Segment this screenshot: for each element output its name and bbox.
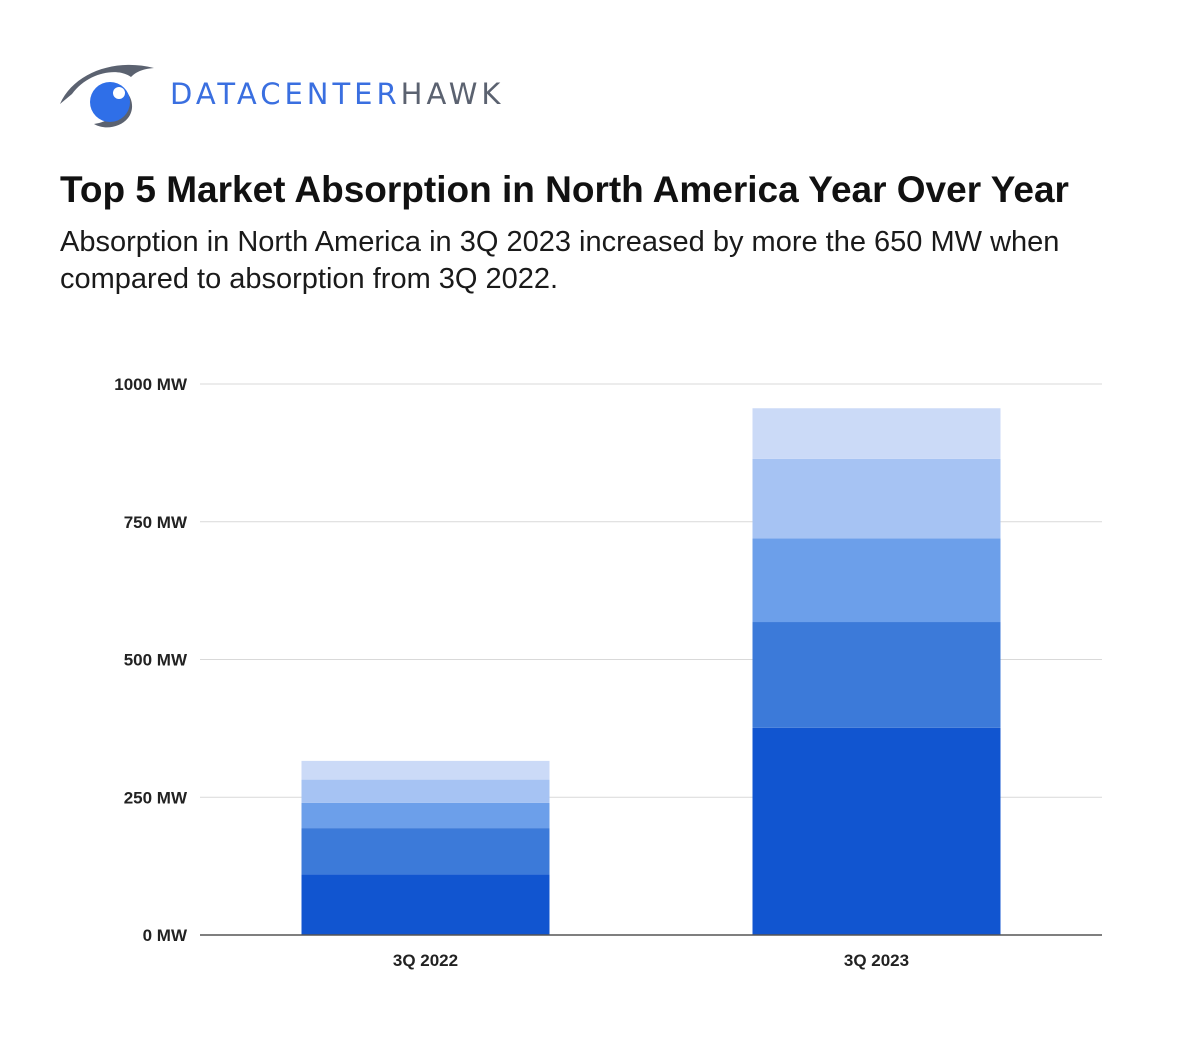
brand-name-part2: HAWK [400,76,505,111]
bar-segment [301,779,550,803]
bar-segment [752,458,1001,539]
hawk-eye-icon [60,64,154,128]
y-tick-label: 0 MW [143,926,188,945]
chart-title: Top 5 Market Absorption in North America… [60,169,1069,210]
chart-subtitle: Absorption in North America in 3Q 2023 i… [60,226,1060,295]
y-tick-label: 750 MW [124,513,188,532]
x-tick-label: 3Q 2023 [844,951,909,970]
y-tick-label: 250 MW [124,788,188,807]
bar-segment [752,538,1001,623]
brand-name-part1: DATACENTER [170,76,401,111]
bar-segment [752,408,1001,459]
bar-segment [752,622,1001,728]
brand-logo: DATACENTERHAWK [58,58,504,130]
bar-segment [752,727,1001,935]
bar-segment [301,760,550,780]
y-tick-label: 1000 MW [114,375,188,394]
bar-segment [301,828,550,875]
bar-segment [301,874,550,935]
brand-name: DATACENTERHAWK [170,76,505,111]
y-tick-label: 500 MW [124,651,188,670]
bar-segment [301,802,550,829]
x-tick-label: 3Q 2022 [393,951,458,970]
